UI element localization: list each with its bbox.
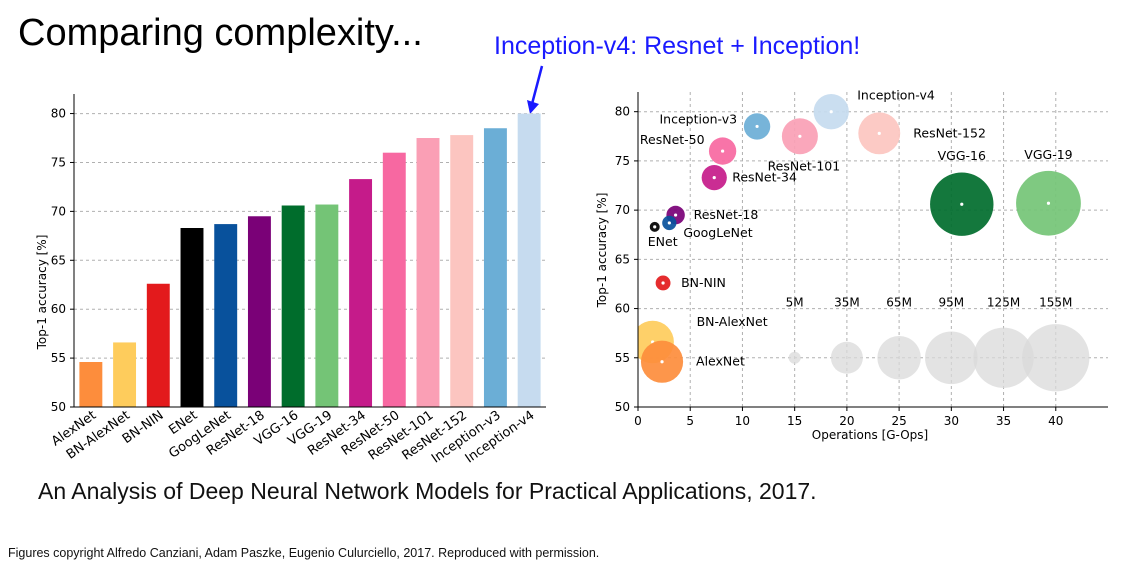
bar-chart-ytick-label: 80 xyxy=(51,107,66,121)
bubble-center-dot xyxy=(712,176,716,180)
bar-inception-v4 xyxy=(517,113,541,407)
size-legend-bubble xyxy=(925,331,978,385)
bubble-chart-xtick-label: 30 xyxy=(944,414,959,428)
slide-title: Comparing complexity... xyxy=(18,12,423,54)
bubble-label: BN-AlexNet xyxy=(697,314,768,329)
bubble-label: VGG-16 xyxy=(938,148,986,163)
bubble-label: BN-NIN xyxy=(681,275,726,290)
copyright-footnote: Figures copyright Alfredo Canziani, Adam… xyxy=(8,546,600,560)
bubble-chart-ytick-label: 75 xyxy=(615,154,630,168)
size-legend-label: 65M xyxy=(886,296,912,310)
size-legend-label: 95M xyxy=(939,296,965,310)
bubble-chart-ytick-label: 50 xyxy=(615,400,630,414)
size-legend-bubble xyxy=(973,327,1034,388)
size-legend-label: 125M xyxy=(987,296,1020,310)
bar-resnet-152 xyxy=(450,135,474,408)
size-legend-bubble xyxy=(788,351,801,364)
bubble-chart-ytick-label: 60 xyxy=(615,302,630,316)
bar-chart-ylabel: Top-1 accuracy [%] xyxy=(35,235,49,351)
bar-chart-ytick-label: 50 xyxy=(51,400,66,414)
bubble-chart-ytick-label: 65 xyxy=(615,252,630,266)
bar-vgg-19 xyxy=(315,204,339,407)
size-legend-bubble xyxy=(830,341,863,374)
bar-bn-alexnet xyxy=(113,342,137,407)
bar-inception-v3 xyxy=(483,128,507,407)
bubble-chart-xtick-label: 25 xyxy=(891,414,906,428)
bubble-chart-xtick-label: 35 xyxy=(996,414,1011,428)
bubble-center-dot xyxy=(755,124,759,129)
bar-googlenet xyxy=(214,224,238,407)
callout-text: Inception-v4: Resnet + Inception! xyxy=(494,32,861,60)
bubble-chart-xtick-label: 5 xyxy=(686,414,694,428)
bubble-center-dot xyxy=(877,131,881,135)
bubble-center-dot xyxy=(829,110,833,114)
bar-bn-nin xyxy=(146,283,170,407)
bubble-label: ResNet-34 xyxy=(732,170,797,185)
bubble-label: Inception-v3 xyxy=(659,111,737,126)
bubble-label: VGG-19 xyxy=(1024,147,1072,162)
bar-resnet-34 xyxy=(349,179,373,407)
size-legend-label: 5M xyxy=(786,296,804,310)
bubble-chart-ytick-label: 55 xyxy=(615,351,630,365)
bubble-center-dot xyxy=(667,221,671,225)
bubble-center-dot xyxy=(674,213,678,217)
bubble-label: Inception-v4 xyxy=(857,88,935,103)
callout-arrow xyxy=(527,65,544,114)
size-legend-label: 35M xyxy=(834,296,860,310)
bar-chart-ytick-label: 70 xyxy=(51,204,66,218)
size-legend-bubble xyxy=(1022,324,1090,392)
bubble-chart-xtick-label: 0 xyxy=(634,414,642,428)
bar-resnet-18 xyxy=(247,216,271,407)
bubble-chart-ytick-label: 80 xyxy=(615,105,630,119)
bubble-chart-ytick-label: 70 xyxy=(615,203,630,217)
bubble-chart-xtick-label: 20 xyxy=(839,414,854,428)
size-legend-label: 155M xyxy=(1039,296,1072,310)
bubble-chart-ylabel: Top-1 accuracy [%] xyxy=(595,193,609,309)
bubble-label: ResNet-50 xyxy=(640,132,705,147)
paper-citation: An Analysis of Deep Neural Network Model… xyxy=(38,478,817,504)
bubble-center-dot xyxy=(798,134,802,138)
bubble-center-dot xyxy=(960,202,964,206)
bubble-chart-xlabel: Operations [G-Ops] xyxy=(812,428,928,442)
bar-resnet-101 xyxy=(416,138,440,407)
bubble-label: AlexNet xyxy=(696,354,745,369)
bubble-center-dot xyxy=(1046,201,1051,205)
bar-chart-ytick-label: 55 xyxy=(51,351,66,365)
bar-chart-ytick-label: 75 xyxy=(51,155,66,169)
bubble-center-dot xyxy=(721,149,725,153)
bubble-chart-xtick-label: 40 xyxy=(1048,414,1063,428)
bubble-chart-xtick-label: 15 xyxy=(787,414,802,428)
bubble-center-dot xyxy=(653,225,657,229)
bubble-center-dot xyxy=(660,360,664,364)
bubble-center-dot xyxy=(661,281,665,285)
size-legend-bubble xyxy=(877,336,921,380)
bar-enet xyxy=(180,228,204,407)
bar-chart-ytick-label: 65 xyxy=(51,253,66,267)
bubble-label: ResNet-152 xyxy=(913,125,986,140)
bubble-label: ResNet-18 xyxy=(694,207,759,222)
bar-vgg-16 xyxy=(281,205,305,407)
bar-chart-ytick-label: 60 xyxy=(51,302,66,316)
bubble-label: GoogLeNet xyxy=(683,225,752,240)
bubble-label: ENet xyxy=(648,234,678,249)
bubble-label: ResNet-101 xyxy=(768,158,841,173)
bubble-chart: Top-1 accuracy [%] Operations [G-Ops] 5M… xyxy=(595,88,1108,442)
bubble-chart-xtick-label: 10 xyxy=(735,414,750,428)
bar-resnet-50 xyxy=(382,152,406,407)
bar-alexnet xyxy=(79,362,103,407)
